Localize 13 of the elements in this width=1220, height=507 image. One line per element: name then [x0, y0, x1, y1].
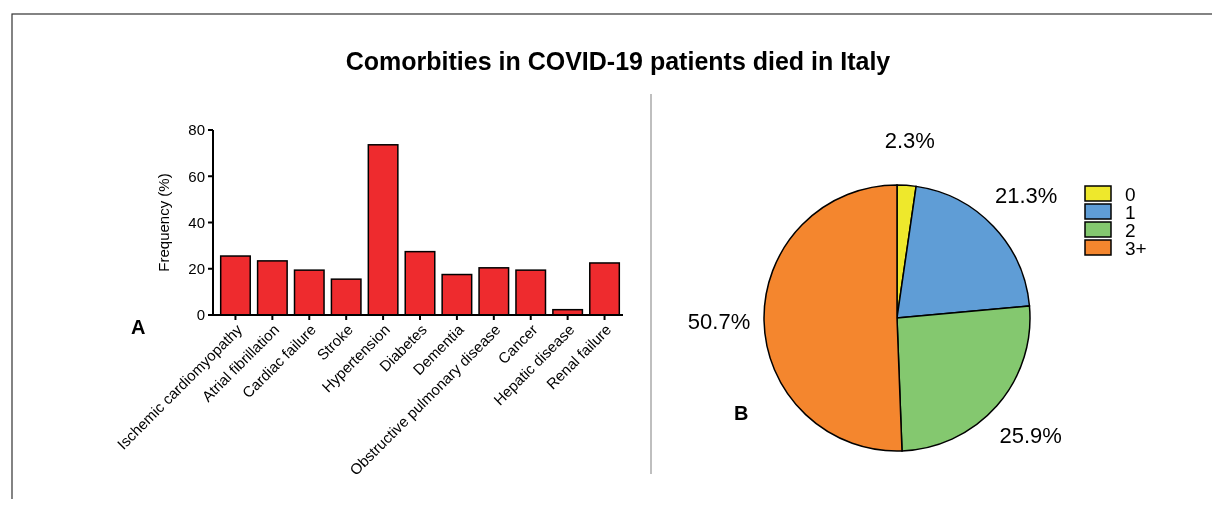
data-label: 21.3% [994, 183, 1058, 209]
y-tick-label: 60 [188, 167, 205, 185]
chart-title: Comorbities in COVID-19 patients died in Italy [345, 47, 891, 75]
y-tick-label: 80 [188, 121, 205, 139]
y-tick-label: 40 [188, 213, 205, 231]
y-tick-label: 0 [196, 306, 205, 324]
data-label: 25.9% [999, 423, 1062, 449]
y-tick-label: 20 [188, 260, 205, 277]
text: A [131, 316, 146, 338]
data-label: 50.7% [687, 309, 751, 335]
data-label: 2.3% [884, 128, 935, 154]
text: B [734, 402, 749, 424]
y-axis-title: Frequency (%) [155, 173, 172, 272]
